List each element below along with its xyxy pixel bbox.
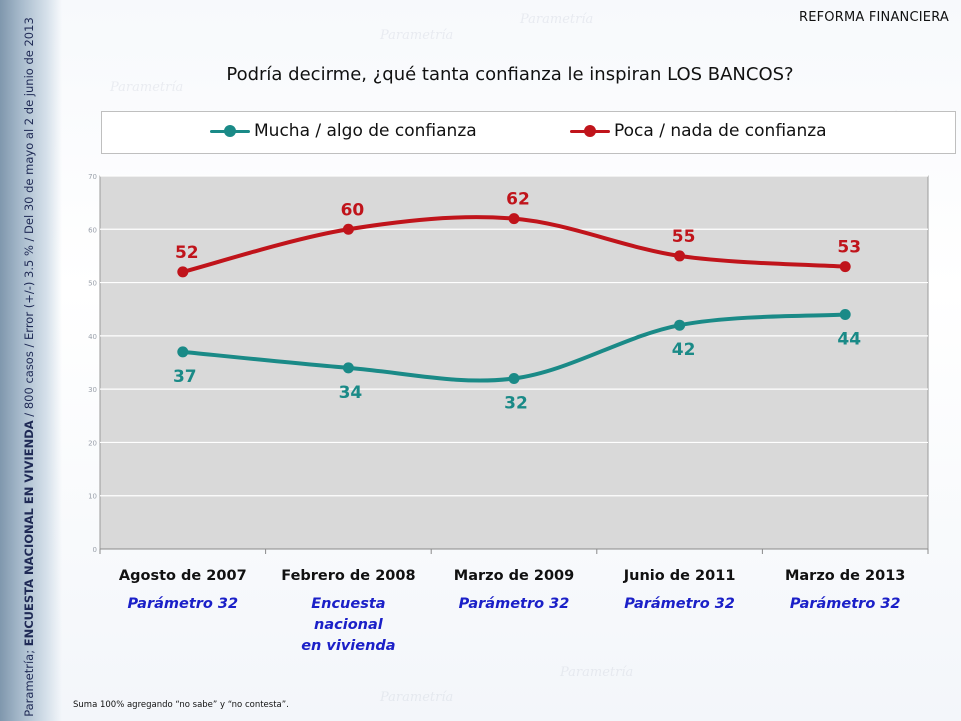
x-category-sublabel: Parámetro 32: [790, 596, 901, 612]
chart-question: Podría decirme, ¿qué tanta confianza le …: [226, 64, 794, 85]
watermark-text: Parametría: [380, 28, 454, 43]
data-label: 34: [339, 383, 363, 403]
side-strip: [0, 0, 62, 721]
data-label: 53: [837, 238, 861, 258]
x-category-sublabel: Parámetro 32: [127, 596, 238, 612]
y-tick-label: 20: [88, 439, 97, 447]
x-category-label: Marzo de 2013: [785, 568, 905, 584]
x-category-sublabel: nacional: [314, 617, 384, 633]
y-tick-label: 0: [93, 546, 97, 554]
y-tick-label: 70: [88, 173, 97, 181]
legend-label-poca: Poca / nada de confianza: [614, 121, 827, 141]
legend: Mucha / algo de confianza Poca / nada de…: [101, 111, 956, 154]
plot-area: [99, 175, 929, 550]
data-label: 52: [175, 243, 199, 263]
x-category-label: Junio de 2011: [623, 568, 736, 584]
data-point: [508, 213, 520, 225]
data-label: 42: [672, 340, 696, 360]
legend-marker-poca: [570, 122, 610, 140]
watermark-text: Parametría: [560, 665, 634, 680]
data-point: [674, 319, 686, 331]
data-label: 32: [504, 393, 528, 413]
data-label: 37: [173, 367, 197, 387]
footnote: Suma 100% agregando “no sabe” y “no cont…: [73, 700, 289, 710]
legend-marker-mucha: [210, 122, 250, 140]
y-tick-label: 10: [88, 493, 97, 501]
x-category-sublabel: Parámetro 32: [459, 596, 570, 612]
y-tick-label: 60: [88, 226, 97, 234]
data-point: [508, 372, 520, 384]
x-category-sublabel: Parámetro 32: [624, 596, 735, 612]
y-tick-label: 30: [88, 386, 97, 394]
data-point: [342, 362, 354, 374]
data-label: 62: [506, 190, 530, 210]
legend-item-mucha: Mucha / algo de confianza: [210, 121, 477, 141]
x-category-label: Febrero de 2008: [281, 568, 415, 584]
section-title: REFORMA FINANCIERA: [798, 10, 949, 25]
data-point: [674, 250, 686, 262]
data-label: 55: [672, 227, 696, 247]
y-tick-label: 40: [88, 333, 97, 341]
x-category-sublabel: Encuesta: [311, 596, 385, 612]
watermark-text: Parametría: [110, 80, 184, 95]
watermark-text: Parametría: [380, 690, 454, 705]
watermark-text: Parametría: [520, 12, 594, 27]
x-category-label: Agosto de 2007: [119, 568, 247, 584]
data-point: [839, 309, 851, 321]
data-point: [342, 223, 354, 235]
data-label: 44: [837, 330, 861, 350]
legend-label-mucha: Mucha / algo de confianza: [254, 121, 477, 141]
data-point: [177, 346, 189, 358]
x-category-label: Marzo de 2009: [454, 568, 574, 584]
x-category-sublabel: en vivienda: [301, 638, 395, 654]
data-point: [839, 261, 851, 273]
legend-item-poca: Poca / nada de confianza: [570, 121, 827, 141]
data-point: [177, 266, 189, 278]
y-tick-label: 50: [88, 280, 97, 288]
data-label: 60: [341, 200, 365, 220]
